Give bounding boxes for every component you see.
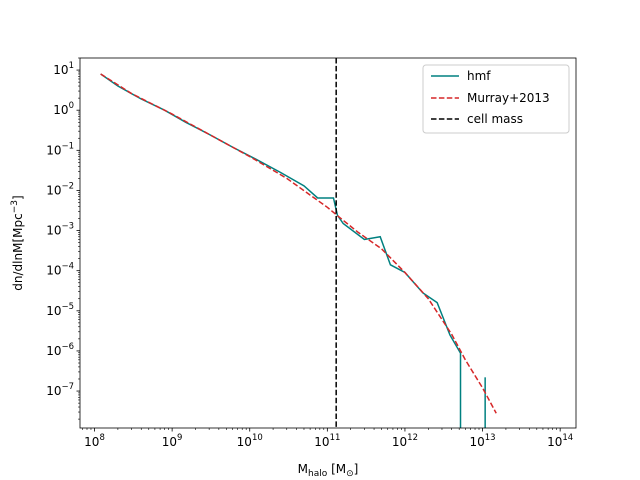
y-tick-label: 100 [53,101,74,117]
y-tick-label: 10−1 [46,141,74,157]
y-tick-label: 10−7 [46,382,74,398]
legend-entry-murray: Murray+2013 [431,91,550,105]
y-axis-label: dn/dlnM[Mpc−3] [10,195,25,290]
y-tick-label: 10−4 [46,262,74,278]
x-tick-label: 1012 [392,433,418,449]
x-tick-label: 109 [162,433,183,449]
y-tick-label: 10−2 [46,181,74,197]
series-layer [100,58,497,428]
legend: hmf Murray+2013 cell mass [422,64,570,134]
x-tick-label: 1013 [469,433,495,449]
y-tick-label: 10−5 [46,302,74,318]
legend-box [422,64,570,134]
series-hmf-line [100,73,462,428]
x-tick-label: 1010 [237,433,263,449]
series-murray-2013-line [100,73,497,414]
y-tick-label: 10−3 [46,222,74,238]
y-tick-label: 10−6 [46,342,74,358]
x-axis-label: Mhalo [M⊙] [298,462,359,479]
plot-frame [79,57,577,429]
x-tick-label: 1014 [547,433,573,449]
x-tick-label: 1011 [314,433,340,449]
ticks-layer: 108 109 1010 1011 1012 1013 1014 101 100 10−1 10−2… [46,57,573,449]
x-tick-label: 108 [84,433,105,449]
legend-entry-cell-mass: cell mass [431,112,523,126]
legend-label-cell-mass: cell mass [467,112,523,126]
legend-label-murray: Murray+2013 [467,91,550,105]
y-tick-label: 101 [53,61,74,77]
legend-entry-hmf: hmf [431,69,491,83]
legend-label-hmf: hmf [467,69,491,83]
